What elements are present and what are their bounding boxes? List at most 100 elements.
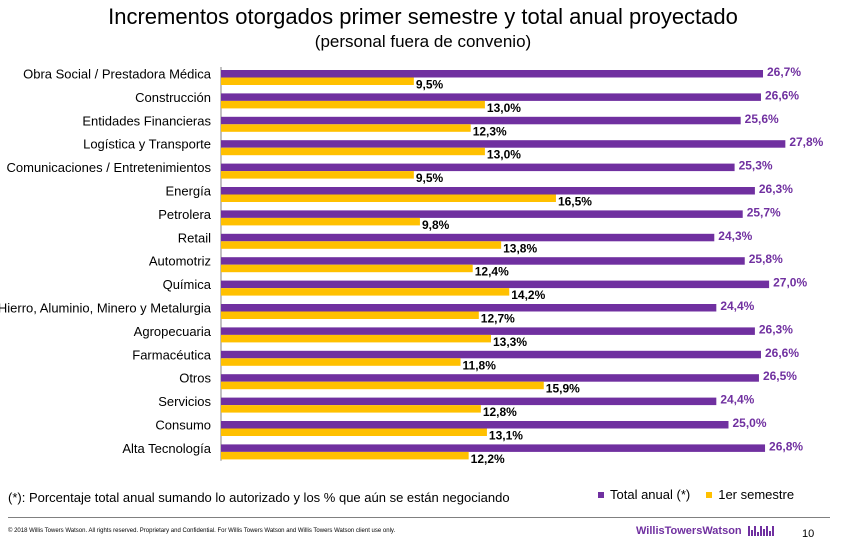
bar-total-anual	[221, 210, 743, 218]
data-label-total-anual: 25,0%	[733, 416, 767, 430]
category-label: Alta Tecnología	[122, 441, 211, 456]
data-label-total-anual: 25,6%	[745, 112, 779, 126]
category-label: Obra Social / Prestadora Médica	[23, 67, 212, 82]
page-number: 10	[802, 528, 815, 540]
data-label-total-anual: 25,3%	[739, 159, 773, 173]
data-label-total-anual: 25,8%	[749, 252, 783, 266]
bar-total-anual	[221, 421, 729, 429]
copyright-text: © 2018 Willis Towers Watson. All rights …	[8, 528, 396, 534]
bar-total-anual	[221, 70, 764, 78]
data-label-1er-semestre: 14,2%	[511, 288, 545, 302]
category-label: Logística y Transporte	[83, 137, 211, 152]
bar-total-anual	[221, 444, 766, 452]
category-label: Agropecuaria	[134, 324, 212, 339]
bar-total-anual	[221, 327, 755, 335]
data-label-total-anual: 24,4%	[720, 299, 754, 313]
brand-logo-text: WillisTowersWatson	[636, 525, 742, 537]
data-label-1er-semestre: 12,8%	[483, 405, 517, 419]
data-label-total-anual: 26,3%	[759, 182, 793, 196]
category-label: Retail	[178, 230, 211, 245]
legend-label-semester: 1er semestre	[718, 487, 795, 502]
legend-swatch-total	[598, 491, 604, 498]
legend-label-total: Total anual (*)	[610, 487, 691, 502]
bar-1er-semestre	[221, 451, 469, 460]
bar-1er-semestre	[221, 405, 481, 413]
bar-total-anual	[221, 140, 786, 148]
bar-total-anual	[221, 257, 745, 265]
data-label-1er-semestre: 13,8%	[503, 241, 537, 255]
bar-1er-semestre	[221, 77, 414, 85]
bar-1er-semestre	[221, 171, 414, 179]
category-label: Consumo	[155, 418, 211, 433]
data-label-1er-semestre: 13,0%	[487, 101, 521, 115]
category-label: Hierro, Aluminio, Minero y Metalurgia	[0, 301, 212, 316]
data-label-1er-semestre: 15,9%	[546, 382, 580, 396]
bar-total-anual	[221, 374, 759, 382]
data-label-total-anual: 27,0%	[773, 276, 807, 290]
category-label: Construcción	[135, 90, 211, 105]
data-label-total-anual: 26,7%	[767, 65, 801, 79]
data-label-total-anual: 27,8%	[789, 135, 823, 149]
brand-logo: WillisTowersWatson	[636, 525, 775, 537]
category-label: Petrolera	[158, 207, 212, 222]
data-label-total-anual: 26,3%	[759, 322, 793, 336]
bar-1er-semestre	[221, 428, 487, 436]
data-label-total-anual: 26,6%	[765, 346, 799, 360]
category-label: Comunicaciones / Entretenimientos	[7, 160, 212, 175]
category-label: Servicios	[158, 394, 211, 409]
data-label-total-anual: 26,8%	[769, 439, 803, 453]
data-label-1er-semestre: 12,4%	[475, 265, 509, 279]
bar-1er-semestre	[221, 241, 502, 249]
data-label-1er-semestre: 13,0%	[487, 148, 521, 162]
legend-item-semester: 1er semestre	[706, 487, 794, 502]
category-label: Farmacéutica	[132, 347, 212, 362]
bar-total-anual	[221, 350, 761, 359]
bar-total-anual	[221, 163, 735, 172]
data-label-1er-semestre: 9,5%	[416, 78, 444, 92]
data-label-1er-semestre: 11,8%	[463, 358, 497, 372]
bar-total-anual	[221, 116, 741, 125]
bar-total-anual	[221, 233, 715, 242]
chart-title: Incrementos otorgados primer semestre y …	[108, 4, 738, 29]
data-label-1er-semestre: 12,7%	[481, 312, 515, 326]
bar-total-anual	[221, 397, 717, 406]
bar-1er-semestre	[221, 288, 510, 296]
bar-chart: Obra Social / Prestadora Médica 26,7% 9,5%…	[0, 65, 824, 466]
data-label-1er-semestre: 13,3%	[493, 335, 527, 349]
bar-1er-semestre	[221, 147, 485, 156]
bar-1er-semestre	[221, 311, 479, 319]
brand-logo-mark	[747, 526, 775, 536]
data-label-total-anual: 24,3%	[718, 229, 752, 243]
bar-1er-semestre	[221, 264, 473, 273]
bar-total-anual	[221, 93, 761, 101]
data-label-total-anual: 26,5%	[763, 369, 797, 383]
chart-legend: Total anual (*) 1er semestre	[598, 487, 810, 502]
bar-total-anual	[221, 187, 755, 195]
legend-swatch-semester	[706, 491, 713, 498]
bar-1er-semestre	[221, 100, 485, 109]
category-label: Química	[163, 277, 212, 292]
bar-total-anual	[221, 280, 770, 289]
bar-1er-semestre	[221, 358, 461, 366]
bar-1er-semestre	[221, 217, 420, 226]
data-label-1er-semestre: 9,8%	[422, 218, 450, 232]
data-label-1er-semestre: 13,1%	[489, 429, 523, 443]
data-label-1er-semestre: 12,3%	[473, 124, 507, 138]
bar-1er-semestre	[221, 334, 491, 343]
chart-subtitle: (personal fuera de convenio)	[314, 32, 532, 51]
bar-total-anual	[221, 304, 717, 312]
data-label-total-anual: 26,6%	[765, 88, 799, 102]
bar-1er-semestre	[221, 381, 544, 390]
data-label-1er-semestre: 9,5%	[416, 171, 444, 185]
bar-1er-semestre	[221, 124, 471, 132]
bar-1er-semestre	[221, 194, 556, 202]
legend-item-total: Total anual (*)	[598, 487, 690, 502]
category-label: Automotriz	[149, 254, 211, 269]
footnote: (*): Porcentaje total anual sumando lo a…	[8, 490, 510, 505]
data-label-1er-semestre: 16,5%	[558, 195, 592, 209]
footer-divider	[8, 517, 830, 518]
data-label-1er-semestre: 12,2%	[471, 452, 505, 466]
data-label-total-anual: 24,4%	[720, 393, 754, 407]
category-label: Entidades Financieras	[82, 113, 211, 128]
data-label-total-anual: 25,7%	[747, 205, 781, 219]
